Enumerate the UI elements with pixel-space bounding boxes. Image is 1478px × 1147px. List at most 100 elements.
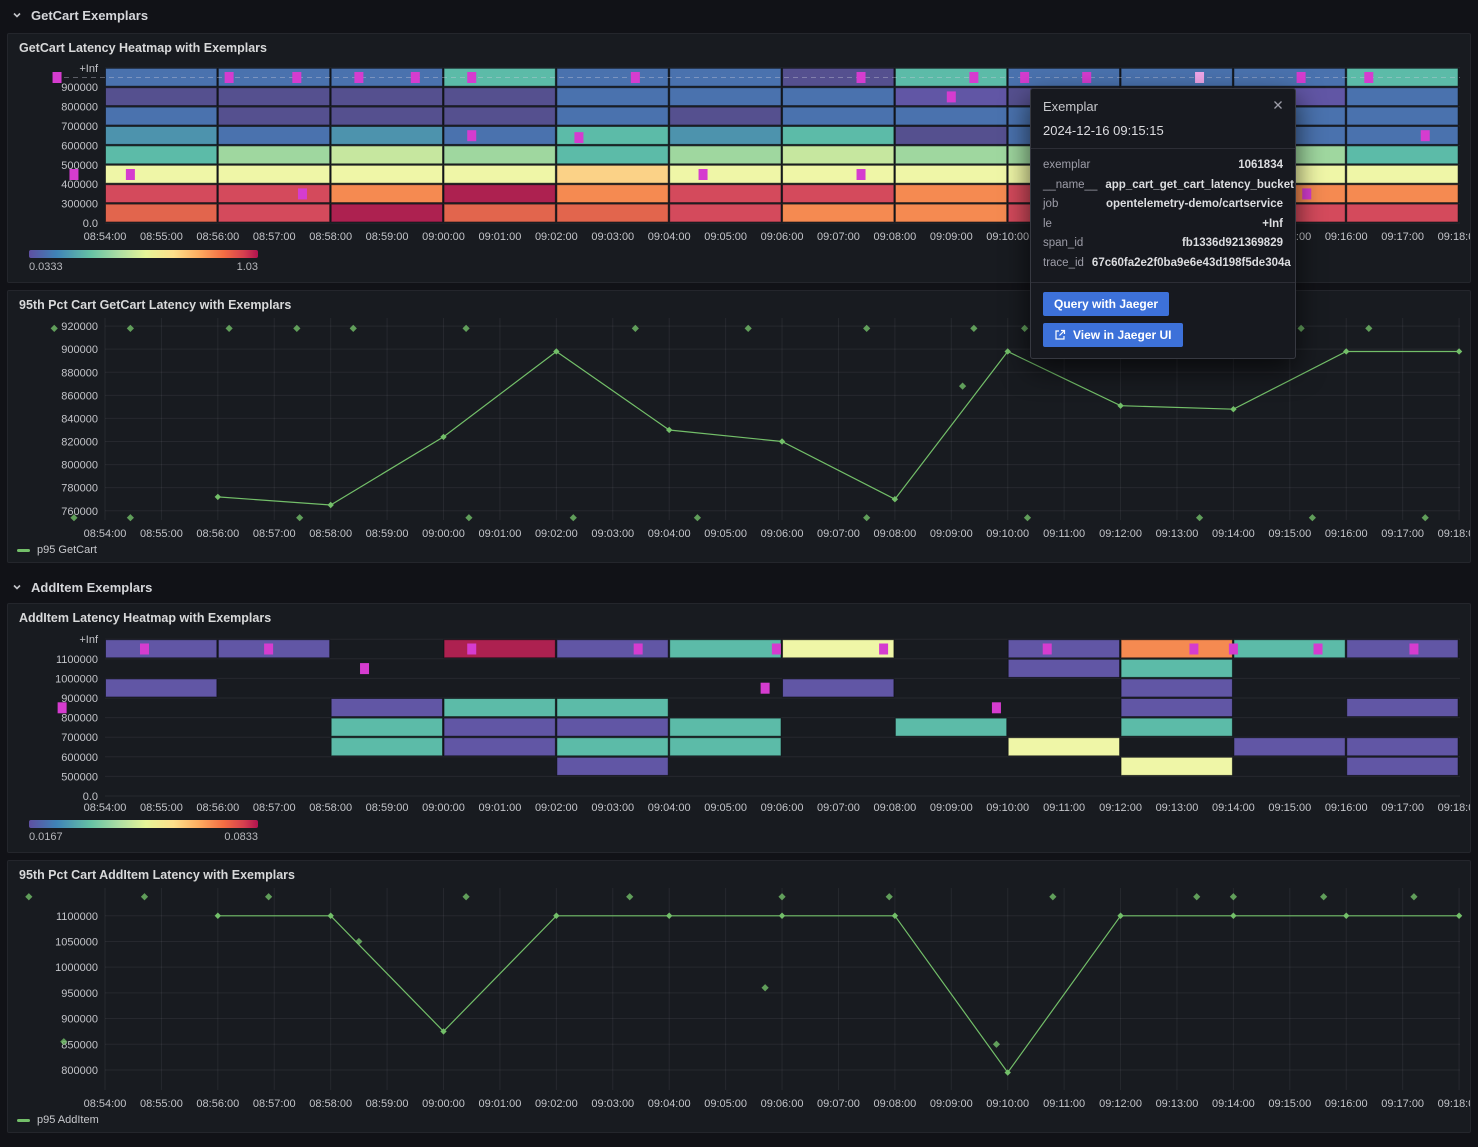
legend-item-p95-additem[interactable]: p95 AddItem: [17, 1114, 99, 1126]
heatmap-cell[interactable]: [669, 126, 782, 145]
heatmap-cell[interactable]: [1346, 184, 1459, 204]
heatmap-cell[interactable]: [443, 184, 556, 204]
exemplar-marker[interactable]: [856, 72, 866, 83]
heatmap-cell[interactable]: [217, 639, 331, 659]
heatmap-cell[interactable]: [894, 106, 1008, 126]
heatmap-cell[interactable]: [669, 203, 782, 223]
heatmap-cell[interactable]: [1346, 126, 1459, 145]
heatmap-cell[interactable]: [556, 164, 669, 184]
heatmap-cell[interactable]: [217, 145, 331, 165]
heatmap-cell[interactable]: [330, 717, 444, 737]
heatmap-cell[interactable]: [669, 184, 782, 204]
exemplar-marker[interactable]: [1042, 643, 1052, 655]
heatmap-cell[interactable]: [330, 184, 444, 204]
exemplar-marker[interactable]: [1296, 72, 1306, 83]
heatmap-cell[interactable]: [782, 145, 895, 165]
heatmap-cell[interactable]: [669, 737, 782, 757]
exemplar-diamond[interactable]: [355, 937, 363, 946]
heatmap-cell[interactable]: [217, 184, 331, 204]
exemplar-diamond[interactable]: [1297, 324, 1305, 332]
exemplar-diamond[interactable]: [1320, 893, 1328, 901]
exemplar-diamond[interactable]: [626, 893, 634, 901]
heatmap-cell[interactable]: [1346, 203, 1459, 223]
heatmap-cell[interactable]: [105, 203, 218, 223]
exemplar-marker[interactable]: [467, 130, 477, 142]
heatmap-cell[interactable]: [443, 639, 556, 659]
panel-title[interactable]: 95th Pct Cart AddItem Latency with Exemp…: [19, 868, 296, 882]
exemplar-diamond[interactable]: [970, 324, 978, 332]
exemplar-marker[interactable]: [969, 72, 979, 83]
getcart-p95-plot[interactable]: 920000 900000 880000 860000 840000 820000 8000…: [7, 290, 1471, 563]
exemplar-diamond[interactable]: [126, 514, 134, 522]
heatmap-cell[interactable]: [1233, 639, 1346, 659]
exemplar-diamond[interactable]: [140, 893, 149, 901]
exemplar-marker[interactable]: [69, 169, 79, 180]
heatmap-cell[interactable]: [443, 698, 556, 718]
heatmap-cell[interactable]: [556, 639, 669, 659]
heatmap-cell[interactable]: [105, 126, 218, 145]
heatmap-cell[interactable]: [105, 639, 218, 659]
heatmap-cell[interactable]: [782, 87, 895, 107]
heatmap-cell[interactable]: [1120, 678, 1233, 698]
heatmap-cell[interactable]: [330, 698, 444, 718]
heatmap-cell[interactable]: [556, 87, 669, 107]
heatmap-cell[interactable]: [443, 126, 556, 145]
heatmap-cell[interactable]: [669, 717, 782, 737]
heatmap-cell[interactable]: [330, 737, 444, 757]
heatmap-cell[interactable]: [669, 87, 782, 107]
panel-title[interactable]: GetCart Latency Heatmap with Exemplars: [19, 41, 267, 55]
exemplar-diamond[interactable]: [778, 893, 786, 901]
exemplar-diamond[interactable]: [761, 984, 769, 992]
heatmap-cell[interactable]: [669, 164, 782, 184]
exemplar-diamond[interactable]: [465, 514, 473, 522]
exemplar-marker[interactable]: [264, 643, 274, 655]
exemplar-diamond[interactable]: [958, 382, 967, 390]
exemplar-diamond[interactable]: [265, 893, 273, 901]
exemplar-marker[interactable]: [698, 169, 708, 180]
exemplar-diamond[interactable]: [693, 514, 702, 522]
heatmap-cell[interactable]: [1007, 67, 1121, 87]
exemplar-diamond[interactable]: [631, 324, 639, 332]
exemplar-marker[interactable]: [1020, 72, 1030, 83]
heatmap-cell[interactable]: [782, 67, 895, 87]
exemplar-diamond[interactable]: [1021, 324, 1029, 332]
heatmap-cell[interactable]: [330, 126, 444, 145]
exemplar-marker[interactable]: [1228, 643, 1238, 655]
panel-title[interactable]: 95th Pct Cart GetCart Latency with Exemp…: [19, 298, 292, 312]
heatmap-cell[interactable]: [1346, 639, 1459, 659]
exemplar-marker[interactable]: [1364, 72, 1374, 83]
heatmap-cell[interactable]: [894, 203, 1008, 223]
heatmap-cell[interactable]: [330, 106, 444, 126]
exemplar-diamond[interactable]: [1023, 514, 1032, 522]
heatmap-cell[interactable]: [1346, 87, 1459, 107]
exemplar-diamond[interactable]: [126, 324, 134, 332]
heatmap-cell[interactable]: [105, 184, 218, 204]
heatmap-cell[interactable]: [669, 145, 782, 165]
heatmap-cell[interactable]: [1346, 145, 1459, 165]
exemplar-marker[interactable]: [410, 72, 420, 83]
exemplar-marker[interactable]: [574, 132, 584, 144]
heatmap-cell[interactable]: [894, 184, 1008, 204]
heatmap-cell[interactable]: [1120, 698, 1233, 718]
exemplar-diamond[interactable]: [863, 514, 871, 522]
heatmap-cell[interactable]: [217, 67, 331, 87]
panel-title[interactable]: AddItem Latency Heatmap with Exemplars: [19, 611, 272, 625]
heatmap-cell[interactable]: [330, 87, 444, 107]
heatmap-cell[interactable]: [1120, 639, 1233, 659]
exemplar-marker[interactable]: [1313, 643, 1323, 655]
exemplar-marker[interactable]: [467, 643, 477, 655]
heatmap-cell[interactable]: [1120, 756, 1233, 776]
heatmap-cell[interactable]: [894, 145, 1008, 165]
heatmap-cell[interactable]: [1007, 639, 1121, 659]
heatmap-cell[interactable]: [556, 698, 669, 718]
exemplar-diamond[interactable]: [296, 514, 304, 522]
exemplar-marker[interactable]: [946, 91, 956, 103]
exemplar-marker[interactable]: [1409, 643, 1419, 655]
heatmap-cell[interactable]: [894, 126, 1008, 145]
heatmap-cell[interactable]: [217, 106, 331, 126]
heatmap-cell[interactable]: [782, 639, 895, 659]
exemplar-marker[interactable]: [354, 72, 364, 83]
additem-heatmap-plot[interactable]: +Inf 1100000 1000000 900000 800000 700000 6000…: [7, 603, 1471, 853]
heatmap-cell[interactable]: [443, 203, 556, 223]
exemplar-marker[interactable]: [57, 702, 67, 714]
